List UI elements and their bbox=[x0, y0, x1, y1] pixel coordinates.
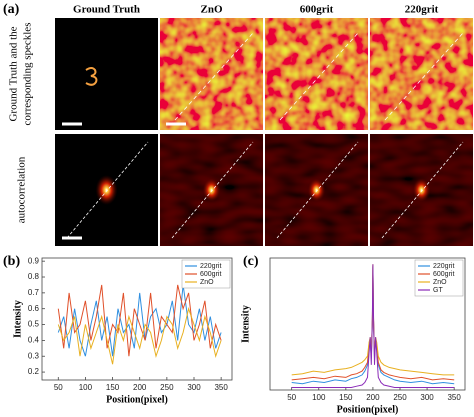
legend-label: 220grit bbox=[433, 263, 454, 270]
column-header: 220grit bbox=[405, 4, 439, 16]
diagonal bbox=[384, 32, 464, 121]
legend-label: ZnO bbox=[200, 279, 214, 286]
y-tick-label: 0.2 bbox=[28, 367, 40, 376]
panel-label: (a) bbox=[3, 2, 20, 17]
image-grid: Ground Truth ZnO 600grit 220grit bbox=[55, 4, 473, 246]
x-tick-label: 250 bbox=[160, 383, 174, 392]
autocorr-peak bbox=[202, 178, 221, 202]
column-header: 600grit bbox=[300, 4, 334, 16]
object-glyph bbox=[85, 67, 98, 86]
x-tick-label: 150 bbox=[106, 383, 120, 392]
legend-label: 600grit bbox=[200, 271, 221, 278]
diagonal bbox=[174, 32, 254, 121]
x-tick-label: 350 bbox=[447, 393, 461, 402]
x-tick-label: 300 bbox=[420, 393, 434, 402]
legend-label: 600grit bbox=[433, 271, 454, 278]
row-label: autocorrelation bbox=[16, 156, 28, 223]
autocorr-peak bbox=[95, 175, 118, 205]
x-tick-label: 100 bbox=[79, 383, 93, 392]
x-tick-label: 50 bbox=[54, 383, 63, 392]
series-line bbox=[291, 264, 455, 388]
y-axis-label: Intensity bbox=[12, 300, 23, 338]
autocorr-peak bbox=[307, 178, 326, 202]
y-tick-label: 0.3 bbox=[28, 351, 40, 360]
legend-label: GT bbox=[433, 287, 443, 294]
x-tick-label: 200 bbox=[133, 383, 147, 392]
speckle-image bbox=[370, 18, 473, 130]
speckle-image bbox=[160, 18, 263, 130]
y-tick-label: 0.6 bbox=[28, 304, 40, 313]
diagonal bbox=[276, 141, 359, 239]
row-label: corresponding speckles bbox=[22, 23, 34, 126]
row-label: Ground Truth and the bbox=[8, 26, 20, 121]
series-line bbox=[57, 306, 222, 365]
diagonal bbox=[66, 141, 149, 239]
autocorr-peak bbox=[412, 178, 431, 202]
legend-label: 220grit bbox=[200, 263, 221, 270]
column-header: Ground Truth bbox=[73, 4, 140, 16]
x-axis-label: Position(pixel) bbox=[337, 404, 399, 415]
diagonal bbox=[279, 32, 359, 121]
image-bg bbox=[55, 18, 158, 130]
panel-label: (b) bbox=[3, 254, 20, 269]
legend-label: ZnO bbox=[433, 279, 447, 286]
y-tick-label: 0.4 bbox=[28, 335, 40, 344]
column-header: ZnO bbox=[200, 4, 222, 16]
x-tick-label: 100 bbox=[312, 393, 326, 402]
speckle-image bbox=[265, 18, 368, 130]
panel-label: (c) bbox=[243, 254, 259, 269]
y-tick-label: 0.8 bbox=[28, 272, 40, 281]
y-tick-label: 0.7 bbox=[28, 288, 40, 297]
y-tick-label: 0.9 bbox=[28, 256, 40, 265]
diagonal bbox=[171, 141, 254, 239]
y-tick-label: 0.5 bbox=[28, 320, 40, 329]
x-axis-label: Position(pixel) bbox=[106, 394, 168, 405]
series-line bbox=[57, 284, 222, 357]
y-axis-label: Intensity bbox=[240, 305, 251, 343]
x-tick-label: 250 bbox=[393, 393, 407, 402]
x-tick-label: 350 bbox=[214, 383, 228, 392]
x-tick-label: 50 bbox=[287, 393, 296, 402]
x-tick-label: 200 bbox=[366, 393, 380, 402]
diagonal bbox=[381, 141, 464, 239]
series-line bbox=[57, 284, 222, 357]
x-tick-label: 150 bbox=[339, 393, 353, 402]
x-tick-label: 300 bbox=[187, 383, 201, 392]
